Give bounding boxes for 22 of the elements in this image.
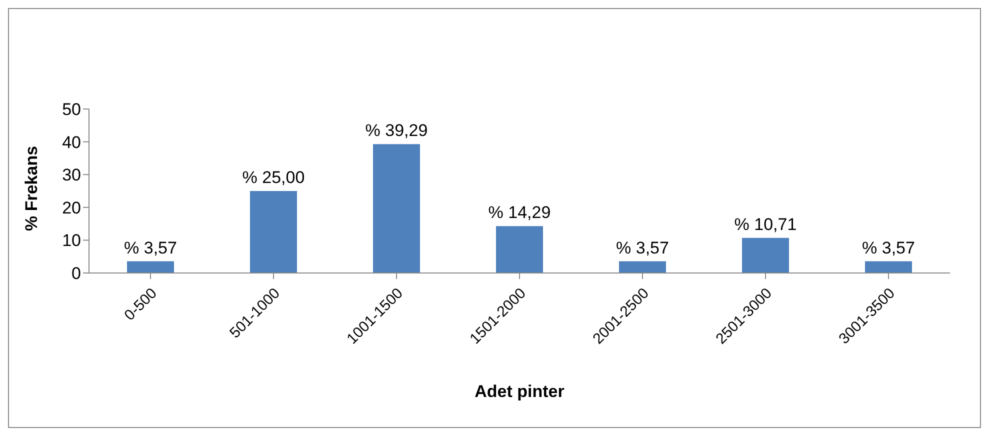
y-axis-title: % Frekans	[22, 146, 42, 231]
data-label: % 39,29	[365, 121, 428, 140]
data-label: % 25,00	[242, 168, 305, 187]
bar	[742, 238, 789, 273]
bar	[496, 226, 543, 273]
data-label: % 3,57	[124, 238, 177, 258]
y-tick-label: 50	[62, 100, 81, 120]
data-label: % 3,57	[862, 238, 915, 258]
data-label: % 10,71	[734, 214, 797, 234]
bar	[127, 261, 174, 273]
y-tick-label: 20	[62, 198, 81, 218]
data-label: % 14,29	[488, 203, 551, 222]
data-label: % 3,57	[616, 238, 669, 258]
y-tick-label: 10	[62, 231, 81, 250]
x-axis-title: Adet pinter	[474, 382, 565, 401]
bar	[373, 144, 420, 273]
bar	[250, 191, 297, 273]
bar	[619, 261, 666, 273]
y-tick-label: 0	[72, 264, 81, 284]
y-tick-label: 30	[62, 166, 81, 185]
bar	[865, 261, 912, 273]
y-tick-label: 40	[62, 132, 81, 152]
